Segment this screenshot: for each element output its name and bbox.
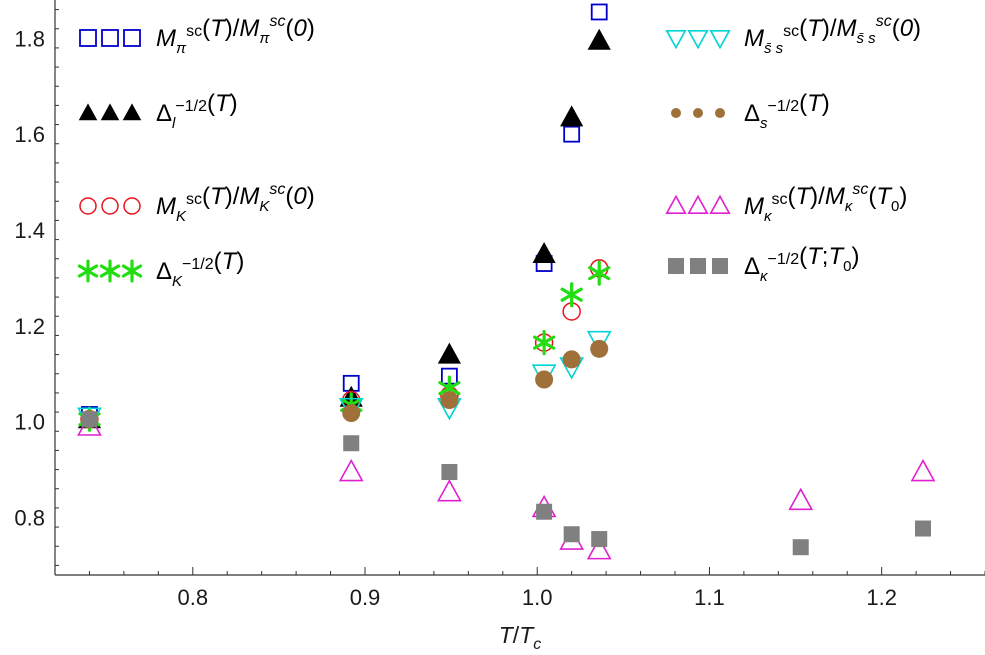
legend-label: Δs−1/2(T) (744, 90, 830, 132)
data-point (792, 539, 809, 556)
y-tick-label: 0.8 (14, 506, 45, 531)
legend-entry-0: Mπsc(T)/Mπsc(0) (79, 13, 315, 57)
data-point (532, 241, 556, 263)
data-point (441, 463, 458, 480)
y-tick-label: 1.6 (14, 122, 45, 147)
data-point (81, 411, 98, 428)
legend-marker (79, 197, 97, 215)
x-axis-label: T/Tc (499, 622, 542, 653)
data-point (590, 339, 609, 358)
legend-marker (693, 108, 703, 118)
series-7 (81, 411, 931, 556)
legend-marker (709, 194, 731, 214)
y-tick-label: 1.4 (14, 218, 45, 243)
legend-entry-5: Δs−1/2(T) (671, 90, 830, 132)
legend-marker (100, 103, 120, 121)
y-tick-label: 1.0 (14, 410, 45, 435)
legend-entry-4: Ms̄ ssc(T)/Ms̄ ssc(0) (665, 13, 921, 57)
legend-marker (101, 29, 119, 47)
legend-marker (687, 29, 709, 50)
x-tick-label: 1.0 (522, 585, 553, 610)
legend-marker (101, 197, 119, 215)
x-tick-label: 1.2 (866, 585, 897, 610)
legend-marker (123, 197, 141, 215)
star-arm (77, 264, 99, 278)
data-point (591, 531, 608, 548)
star-arm (560, 287, 583, 302)
data-point (590, 3, 608, 21)
data-point (586, 330, 612, 354)
y-tick-label: 1.8 (14, 26, 45, 51)
legend-entry-1: Δl−1/2(T) (78, 90, 238, 132)
legend-marker (99, 259, 121, 283)
data-points (77, 3, 936, 560)
star-arm (121, 264, 143, 278)
legend-marker (121, 259, 143, 283)
legend-marker (79, 29, 97, 47)
data-point (535, 370, 554, 389)
data-point (437, 342, 461, 364)
data-point (560, 282, 583, 308)
legend-entry-2: MKsc(T)/MKsc(0) (79, 181, 315, 225)
data-point (437, 479, 462, 502)
legend-marker (77, 259, 99, 283)
legend-marker (690, 258, 706, 274)
x-tick-label: 0.9 (350, 585, 381, 610)
series-6 (77, 413, 936, 560)
data-point (563, 125, 581, 143)
data-point (562, 350, 581, 369)
data-point (532, 330, 556, 356)
axes: 0.8 0.9 1.0 1.1 1.2 0.8 1.0 1.2 1.4 1.6 1.8 (14, 0, 985, 610)
data-point (915, 520, 931, 537)
legend-marker (665, 194, 687, 214)
x-tick-label: 1.1 (694, 585, 725, 610)
legend-marker (122, 103, 142, 121)
legend-marker (671, 108, 681, 118)
legend-label: Δκ−1/2(T;T0) (744, 243, 859, 285)
star-arm (438, 381, 461, 396)
data-point (338, 458, 364, 482)
star-arm (99, 264, 121, 278)
legend-label: Mκsc(T)/Mκsc(T0) (744, 181, 907, 225)
data-point (588, 260, 611, 286)
legend-label: Δl−1/2(T) (156, 90, 238, 132)
data-point (563, 526, 580, 543)
legend-marker (709, 29, 731, 50)
x-tick-label: 0.8 (177, 585, 208, 610)
legend-marker (687, 194, 709, 214)
data-point (910, 458, 936, 482)
legend-label: Mπsc(T)/Mπsc(0) (156, 13, 315, 57)
data-point (536, 503, 553, 520)
legend-entry-3: ΔK−1/2(T) (77, 248, 244, 290)
data-point (343, 435, 360, 452)
legend-entry-7: Δκ−1/2(T;T0) (668, 243, 859, 285)
data-point (586, 537, 612, 560)
data-point (788, 487, 814, 511)
legend-label: MKsc(T)/MKsc(0) (156, 181, 315, 225)
legend-label: Ms̄ ssc(T)/Ms̄ ssc(0) (744, 13, 921, 57)
data-point (342, 404, 361, 423)
legend-marker (715, 108, 725, 118)
data-point (560, 105, 584, 127)
legend-marker (665, 29, 687, 50)
legend-marker (668, 258, 684, 274)
star-arm (532, 335, 556, 350)
series-1 (77, 28, 611, 429)
legend-marker (712, 258, 728, 274)
legend-marker (78, 103, 98, 121)
data-point (587, 28, 611, 50)
y-tick-label: 1.2 (14, 314, 45, 339)
legend-label: ΔK−1/2(T) (156, 248, 244, 290)
legend: Mπsc(T)/Mπsc(0) Δl−1/2(T) MKsc(T)/MKsc(0) Δ… (77, 13, 921, 290)
legend-entry-6: Mκsc(T)/Mκsc(T0) (665, 181, 907, 225)
star-arm (588, 266, 611, 281)
data-point (440, 391, 459, 410)
legend-marker (123, 29, 141, 47)
